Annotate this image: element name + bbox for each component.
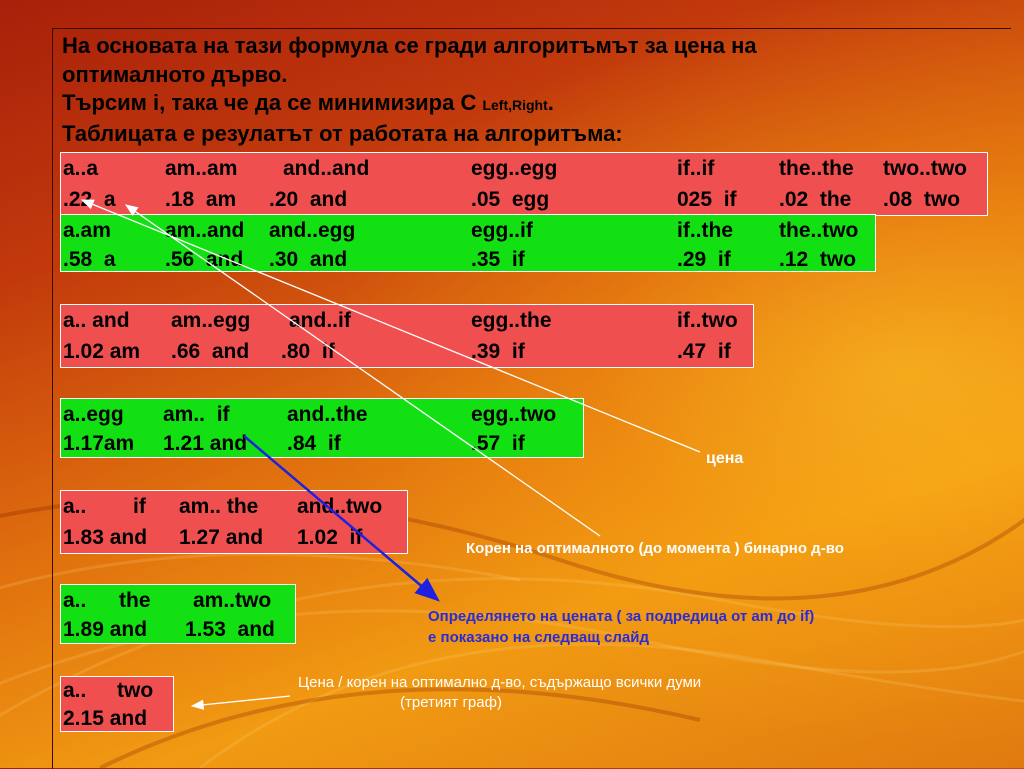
cell: a.. and bbox=[63, 309, 130, 332]
cell: egg..two bbox=[471, 403, 557, 426]
cell: am..and bbox=[165, 219, 245, 242]
intro-line-2: оптималното дърво. bbox=[62, 61, 288, 87]
cell: .02 the bbox=[779, 188, 852, 211]
price-note: цена bbox=[706, 450, 744, 467]
cell: .18 am bbox=[165, 188, 237, 211]
table-block-2: a.am am..and and..egg egg..if if..the th… bbox=[60, 214, 876, 272]
cell: .12 two bbox=[779, 248, 857, 271]
cell: .39 if bbox=[471, 340, 525, 363]
cell: egg..the bbox=[471, 309, 552, 332]
cell: .56 and bbox=[165, 248, 244, 271]
table-block-3: a.. and am..egg and..if egg..the if..two… bbox=[60, 304, 754, 368]
intro-line-1: На основата на тази формула се гради алг… bbox=[62, 33, 757, 58]
cell: and..and bbox=[283, 157, 370, 180]
cell: 1.02 if bbox=[297, 526, 363, 549]
table-row: 1.17am 1.21 and .84 if .57 if bbox=[61, 428, 583, 459]
definition-note-line-2: е показано на следващ слайд bbox=[428, 629, 650, 646]
cell: .35 if bbox=[471, 248, 525, 271]
cell: .29 if bbox=[677, 248, 731, 271]
cell: a.. bbox=[63, 589, 87, 612]
table-row: a.am am..and and..egg egg..if if..the th… bbox=[61, 215, 875, 246]
table-row: .58 a .56 and .30 and .35 if .29 if .12 … bbox=[61, 244, 875, 275]
cell: .08 two bbox=[883, 188, 961, 211]
cell: and..if bbox=[289, 309, 351, 332]
table-block-6: a.. the am..two 1.89 and 1.53 and bbox=[60, 584, 296, 644]
intro-text: На основата на тази формула се гради алг… bbox=[62, 32, 992, 148]
table-row: a..a am..am and..and egg..egg if..if the… bbox=[61, 153, 987, 184]
table-row: 1.83 and 1.27 and 1.02 if bbox=[61, 522, 407, 553]
cell: 1.53 and bbox=[185, 618, 275, 641]
table-row: 1.89 and 1.53 and bbox=[61, 614, 295, 645]
cell: a..a bbox=[63, 157, 99, 180]
cell: if..two bbox=[677, 309, 738, 332]
cell: .66 and bbox=[171, 340, 250, 363]
cell: am..egg bbox=[171, 309, 251, 332]
cell: 1.02 am bbox=[63, 340, 141, 363]
cell: am..two bbox=[193, 589, 272, 612]
definition-note-line-1: Определянето на цената ( за подредица от… bbox=[428, 608, 815, 625]
full-tree-note-line-2: (третият граф) bbox=[400, 694, 502, 711]
cell: 1.27 and bbox=[179, 526, 264, 549]
root-note: Корен на оптималното (до момента ) бинар… bbox=[466, 540, 844, 557]
cell: two bbox=[117, 679, 154, 702]
cell: .22 a bbox=[63, 188, 116, 211]
table-row: a.. if am.. the and..two bbox=[61, 491, 407, 522]
cell: .05 egg bbox=[471, 188, 550, 211]
intro-line-3: Търсим i, така че да се минимизира C Lef… bbox=[62, 89, 992, 120]
cell: .20 and bbox=[269, 188, 348, 211]
cell: .58 a bbox=[63, 248, 116, 271]
table-block-1: a..a am..am and..and egg..egg if..if the… bbox=[60, 152, 988, 216]
cell: two..two bbox=[883, 157, 967, 180]
cell: the..the bbox=[779, 157, 854, 180]
cell: the..two bbox=[779, 219, 859, 242]
cell: egg..if bbox=[471, 219, 533, 242]
table-block-4: a..egg am.. if and..the egg..two 1.17am … bbox=[60, 398, 584, 458]
cell: .30 and bbox=[269, 248, 348, 271]
intro-line-3-subscript: Left,Right bbox=[482, 97, 548, 113]
cell: 1.89 and bbox=[63, 618, 148, 641]
cell: am.. if bbox=[163, 403, 230, 426]
cell: if..the bbox=[677, 219, 733, 242]
cell: 025 if bbox=[677, 188, 737, 211]
cell: a.am bbox=[63, 219, 111, 242]
table-block-7: a.. two 2.15 and bbox=[60, 676, 174, 732]
table-row: a..egg am.. if and..the egg..two bbox=[61, 399, 583, 430]
cell: 1.83 and bbox=[63, 526, 148, 549]
cell: and..the bbox=[287, 403, 368, 426]
table-row: .22 a .18 am .20 and .05 egg 025 if .02 … bbox=[61, 184, 987, 215]
intro-line-4: Таблицата е резулатът от работата на алг… bbox=[62, 120, 623, 146]
cell: 1.17am bbox=[63, 432, 135, 455]
table-row: 1.02 am .66 and .80 if .39 if .47 if bbox=[61, 336, 753, 367]
table-row: a.. the am..two bbox=[61, 585, 295, 616]
intro-line-3-end: . bbox=[547, 90, 554, 115]
cell: the bbox=[119, 589, 151, 612]
cell: a..egg bbox=[63, 403, 124, 426]
cell: 2.15 and bbox=[63, 707, 148, 730]
cell: a.. bbox=[63, 495, 87, 518]
cell: and..two bbox=[297, 495, 383, 518]
cell: and..egg bbox=[269, 219, 356, 242]
cell: .57 if bbox=[471, 432, 525, 455]
slide-frame bbox=[52, 28, 1011, 769]
intro-line-3-main: Търсим i, така че да се минимизира C bbox=[62, 90, 483, 115]
cell: .47 if bbox=[677, 340, 731, 363]
table-row: 2.15 and bbox=[61, 703, 173, 734]
cell: if..if bbox=[677, 157, 715, 180]
cell: .84 if bbox=[287, 432, 341, 455]
table-row: a.. two bbox=[61, 675, 173, 706]
table-block-5: a.. if am.. the and..two 1.83 and 1.27 a… bbox=[60, 490, 408, 554]
cell: .80 if bbox=[281, 340, 335, 363]
cell: am.. the bbox=[179, 495, 259, 518]
cell: 1.21 and bbox=[163, 432, 248, 455]
cell: am..am bbox=[165, 157, 238, 180]
cell: egg..egg bbox=[471, 157, 558, 180]
table-row: a.. and am..egg and..if egg..the if..two bbox=[61, 305, 753, 336]
full-tree-note-line-1: Цена / корен на оптимално д-во, съдържащ… bbox=[298, 674, 702, 691]
cell: if bbox=[133, 495, 146, 518]
cell: a.. bbox=[63, 679, 87, 702]
